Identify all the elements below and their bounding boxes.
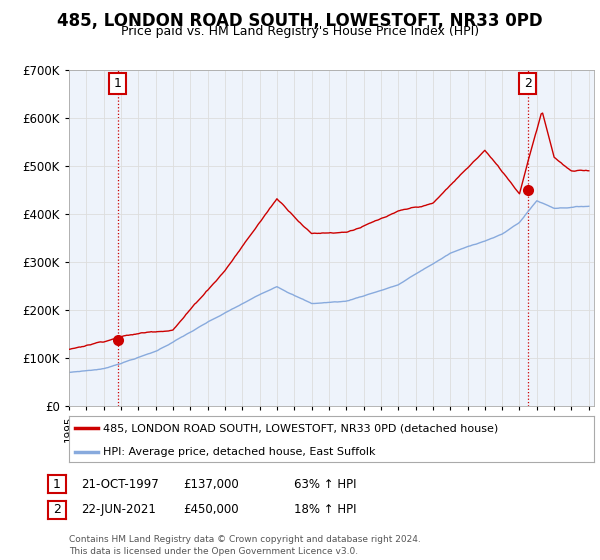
Text: 63% ↑ HPI: 63% ↑ HPI bbox=[294, 478, 356, 491]
Text: Contains HM Land Registry data © Crown copyright and database right 2024.
This d: Contains HM Land Registry data © Crown c… bbox=[69, 535, 421, 556]
Text: 1: 1 bbox=[53, 478, 61, 491]
Text: 18% ↑ HPI: 18% ↑ HPI bbox=[294, 503, 356, 516]
Text: HPI: Average price, detached house, East Suffolk: HPI: Average price, detached house, East… bbox=[103, 447, 376, 457]
Text: 1: 1 bbox=[113, 77, 121, 90]
Text: 21-OCT-1997: 21-OCT-1997 bbox=[81, 478, 159, 491]
Text: Price paid vs. HM Land Registry's House Price Index (HPI): Price paid vs. HM Land Registry's House … bbox=[121, 25, 479, 38]
Text: 22-JUN-2021: 22-JUN-2021 bbox=[81, 503, 156, 516]
Text: £450,000: £450,000 bbox=[183, 503, 239, 516]
Text: 2: 2 bbox=[524, 77, 532, 90]
Text: 2: 2 bbox=[53, 503, 61, 516]
Text: 485, LONDON ROAD SOUTH, LOWESTOFT, NR33 0PD: 485, LONDON ROAD SOUTH, LOWESTOFT, NR33 … bbox=[57, 12, 543, 30]
Text: £137,000: £137,000 bbox=[183, 478, 239, 491]
Text: 485, LONDON ROAD SOUTH, LOWESTOFT, NR33 0PD (detached house): 485, LONDON ROAD SOUTH, LOWESTOFT, NR33 … bbox=[103, 423, 499, 433]
